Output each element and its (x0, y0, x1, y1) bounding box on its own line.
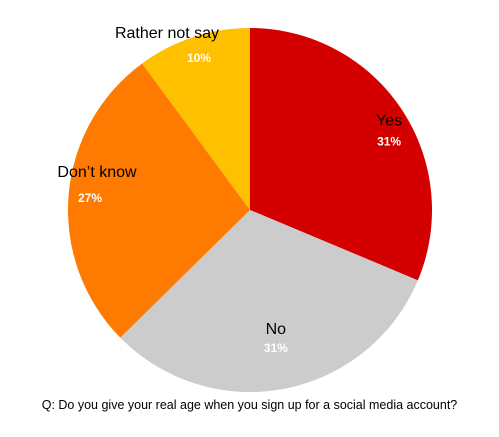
pie-slice-don-t-know (68, 63, 251, 338)
pie-slice-yes (250, 28, 432, 281)
pie-value-don-t-know: 27% (78, 191, 102, 205)
pie-label-no: No (266, 321, 287, 338)
pie-label-yes: Yes (376, 112, 402, 129)
pie-value-rather-not-say: 10% (187, 51, 211, 65)
pie-slices (68, 28, 432, 392)
pie-slice-no (120, 210, 418, 392)
pie-value-no: 31% (264, 341, 288, 355)
pie-label-rather-not-say: Rather not say (115, 25, 219, 42)
pie-value-yes: 31% (377, 134, 401, 148)
question-caption: Q: Do you give your real age when you si… (41, 398, 458, 412)
pie-slice-rather-not-say (142, 28, 250, 210)
pie-labels: Yes 31% No 31% Don’t know 27% Rather not say 10… (57, 25, 402, 355)
pie-label-don-t-know: Don’t know (57, 164, 137, 181)
